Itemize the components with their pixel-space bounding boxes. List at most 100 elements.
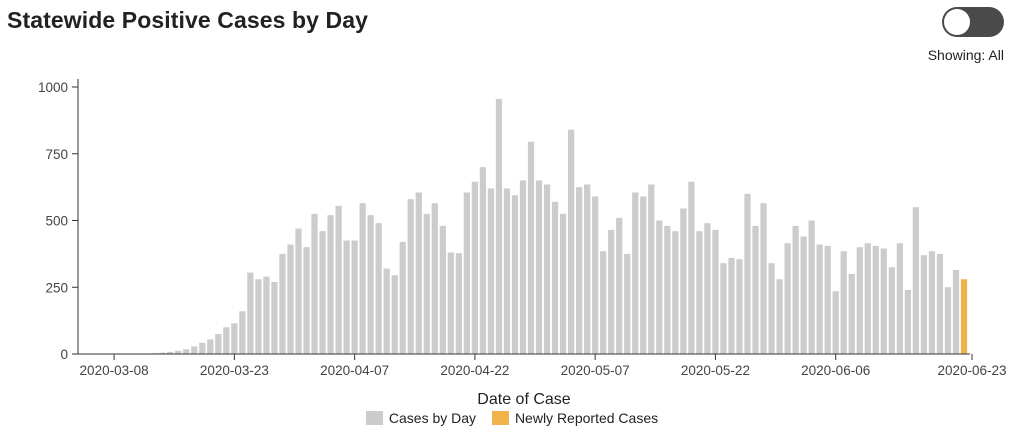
- bar-cases: [888, 267, 895, 354]
- page-title: Statewide Positive Cases by Day: [7, 7, 369, 33]
- legend-label-newly-reported: Newly Reported Cases: [514, 410, 659, 426]
- legend-item-cases-by-day[interactable]: Cases by Day: [365, 410, 477, 426]
- bar-cases: [503, 188, 511, 354]
- bar-cases: [423, 213, 430, 354]
- bar-cases: [335, 205, 342, 354]
- bar-cases: [167, 351, 174, 354]
- bars: [102, 99, 968, 354]
- x-tick-label: 2020-04-07: [320, 363, 389, 378]
- bar-cases: [640, 196, 647, 354]
- bar-cases: [616, 217, 623, 354]
- bar-cases: [351, 240, 358, 354]
- bar-cases: [359, 203, 366, 354]
- y-tick-label: 1000: [38, 80, 68, 95]
- bar-cases: [592, 196, 599, 354]
- bar-cases: [559, 213, 567, 354]
- x-tick-label: 2020-03-23: [200, 363, 269, 378]
- bar-cases: [463, 192, 471, 354]
- bar-newly-reported: [960, 279, 968, 354]
- bar-cases: [447, 252, 454, 354]
- x-axis-title: Date of Case: [477, 391, 570, 408]
- y-tick-label: 0: [60, 347, 68, 362]
- x-tick-label: 2020-05-07: [561, 363, 630, 378]
- bar-cases: [792, 225, 799, 354]
- bar-cases: [327, 215, 334, 354]
- bar-cases: [343, 240, 350, 354]
- legend-swatch-cases: [365, 411, 383, 425]
- bar-cases: [407, 199, 414, 354]
- bar-cases: [784, 243, 791, 354]
- bar-cases: [279, 253, 286, 354]
- legend-item-newly-reported[interactable]: Newly Reported Cases: [491, 410, 659, 426]
- bar-cases: [720, 263, 727, 354]
- bar-cases: [183, 349, 190, 354]
- x-tick-label: 2020-06-23: [937, 363, 1006, 378]
- legend-swatch-newly-reported: [491, 411, 509, 425]
- bar-cases: [584, 184, 591, 354]
- toggle-knob[interactable]: [944, 9, 970, 35]
- bar-cases: [311, 213, 318, 354]
- bar-cases: [303, 247, 310, 354]
- bar-cases: [896, 243, 903, 354]
- bar-cases: [808, 220, 815, 354]
- showing-status: Showing: All: [927, 47, 1004, 63]
- bar-cases: [840, 251, 847, 354]
- bar-cases: [920, 255, 928, 354]
- bar-cases: [495, 99, 503, 354]
- bar-cases: [263, 276, 270, 354]
- bar-cases: [239, 311, 246, 354]
- bar-cases: [287, 244, 294, 354]
- bar-cases: [848, 273, 855, 354]
- bar-cases: [816, 244, 823, 354]
- bar-cases: [704, 223, 711, 354]
- show-all-toggle[interactable]: [942, 7, 1004, 37]
- bar-cases: [776, 279, 783, 354]
- bar-cases: [624, 253, 631, 354]
- bar-cases: [391, 275, 398, 354]
- bar-cases: [736, 259, 743, 354]
- bar-cases: [295, 228, 302, 354]
- y-tick-label: 250: [45, 280, 68, 295]
- bar-cases: [191, 346, 198, 354]
- bar-cases: [455, 253, 462, 354]
- bar-cases: [215, 333, 222, 354]
- y-tick-label: 500: [45, 214, 68, 229]
- bar-cases: [175, 350, 182, 354]
- legend: Cases by Day Newly Reported Cases: [0, 410, 1024, 428]
- bar-cases: [936, 253, 944, 354]
- bar-cases: [928, 251, 936, 354]
- bar-cases: [159, 352, 166, 354]
- bar-cases: [319, 231, 326, 354]
- bar-cases: [247, 272, 254, 354]
- x-tick-label: 2020-05-22: [681, 363, 750, 378]
- bar-cases: [255, 279, 262, 354]
- bar-cases: [872, 245, 879, 354]
- x-axis-ticks: 2020-03-08 2020-03-23 2020-04-07 2020-04-22…: [80, 354, 1007, 378]
- bar-cases: [519, 180, 527, 354]
- bar-cases: [904, 289, 911, 354]
- bar-cases: [944, 287, 952, 354]
- bar-cases: [728, 257, 735, 354]
- bar-cases: [952, 269, 960, 354]
- bar-cases: [567, 129, 575, 354]
- bar-cases: [912, 207, 920, 354]
- bar-cases: [199, 342, 206, 354]
- legend-label-cases: Cases by Day: [388, 410, 477, 426]
- bar-cases: [575, 187, 583, 354]
- bar-cases: [551, 201, 559, 354]
- bar-cases: [399, 241, 406, 354]
- bar-cases: [471, 181, 479, 354]
- bar-cases: [832, 291, 839, 354]
- bar-cases: [431, 203, 438, 354]
- bar-cases: [479, 167, 487, 354]
- bar-cases: [648, 184, 655, 354]
- bar-cases: [367, 215, 374, 354]
- bar-cases: [271, 281, 278, 354]
- x-tick-label: 2020-04-22: [440, 363, 509, 378]
- y-tick-label: 750: [45, 147, 68, 162]
- bar-cases: [608, 229, 615, 354]
- x-tick-label: 2020-06-06: [801, 363, 870, 378]
- bar-cases: [487, 188, 495, 354]
- bar-cases: [712, 229, 719, 354]
